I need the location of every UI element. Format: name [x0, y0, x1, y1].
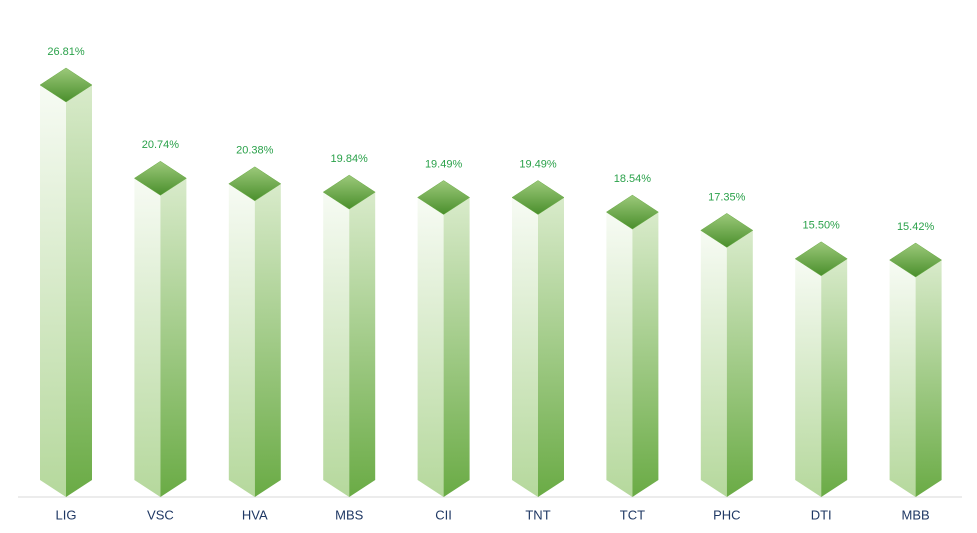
bar-top: [700, 213, 754, 248]
value-label: 26.81%: [47, 46, 85, 58]
bar: [133, 160, 187, 497]
bar-right-face: [254, 183, 281, 497]
value-label: 15.42%: [897, 221, 935, 233]
value-label: 15.50%: [803, 220, 841, 232]
bar-right-face: [821, 258, 848, 497]
category-label: TCT: [620, 507, 645, 522]
bar: [322, 174, 376, 497]
bar: [228, 166, 282, 497]
value-label: 18.54%: [614, 173, 652, 185]
value-label: 19.49%: [425, 158, 463, 170]
bar-left-face: [512, 197, 538, 497]
bar-left-face: [795, 258, 822, 497]
bar: [889, 242, 943, 497]
value-label: 17.35%: [708, 191, 746, 203]
bar-top: [133, 160, 187, 196]
category-label: LIG: [56, 507, 77, 522]
bar-left-face: [228, 183, 255, 497]
bar-right-face: [349, 192, 376, 497]
category-label: VSC: [147, 507, 174, 522]
bar-top: [511, 180, 565, 215]
bar: [794, 241, 848, 497]
bar-right-face: [915, 260, 942, 497]
bar-right-face: [632, 212, 659, 498]
bar-top: [605, 194, 659, 230]
bar: [700, 213, 754, 497]
category-label: DTI: [811, 507, 832, 522]
category-label: TNT: [525, 507, 550, 522]
bar-right-face: [538, 197, 564, 497]
bar-top: [322, 174, 376, 210]
category-label: HVA: [242, 507, 268, 522]
bar: [39, 67, 93, 497]
bar-top: [39, 67, 93, 103]
bar-left-face: [134, 178, 161, 497]
bar: [605, 194, 659, 498]
bar: [511, 180, 565, 497]
bar-left-face: [417, 197, 444, 497]
bar-left-face: [40, 85, 66, 497]
value-label: 19.84%: [331, 153, 369, 165]
bar-right-face: [443, 197, 470, 497]
bar-left-face: [323, 192, 350, 497]
bar-right-face: [726, 230, 753, 497]
bar-left-face: [889, 260, 916, 497]
bar-left-face: [606, 212, 633, 498]
bar-right-face: [66, 85, 92, 497]
bar-top: [889, 242, 943, 278]
bar-right-face: [160, 178, 187, 497]
bar-top: [417, 180, 471, 215]
bar-top: [794, 241, 848, 277]
value-label: 20.74%: [142, 139, 180, 151]
category-label: MBB: [902, 507, 930, 522]
bar: [417, 180, 471, 497]
bar-top: [228, 166, 282, 202]
bar-left-face: [700, 230, 727, 497]
category-label: MBS: [335, 507, 364, 522]
value-label: 19.49%: [519, 158, 557, 170]
category-label: CII: [435, 507, 452, 522]
category-label: PHC: [713, 507, 740, 522]
value-label: 20.38%: [236, 145, 274, 157]
